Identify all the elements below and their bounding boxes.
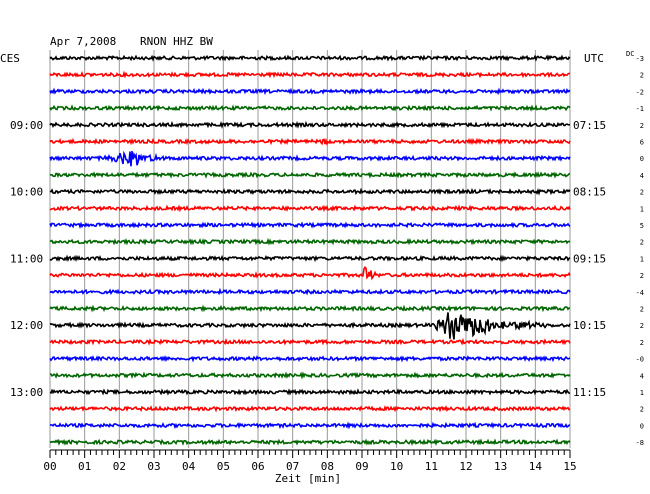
trace-2: [49, 87, 571, 96]
trace-18: [49, 354, 571, 363]
dc-offset-18: -0: [636, 356, 644, 364]
trace-1: [49, 70, 570, 79]
dc-offset-22: 0: [640, 422, 644, 430]
trace-0: [49, 54, 571, 62]
left-hour-label-2: 11:00: [10, 252, 43, 265]
dc-offset-14: -4: [636, 289, 644, 297]
trace-6: [49, 150, 571, 167]
x-axis: 00 01 02 03 04 05 06 07 08 09 10 11 12 13 14 15: [43, 449, 577, 473]
right-hour-label-0: 07:15: [573, 119, 606, 132]
right-hour-labels: 07:15 08:15 09:15 10:15 11:15: [573, 119, 606, 399]
dc-offset-17: 2: [640, 339, 644, 347]
dc-offset-8: 2: [640, 189, 644, 197]
trace-17: [49, 337, 571, 346]
dc-offset-0: -3: [636, 55, 644, 63]
trace-12: [49, 254, 571, 263]
dc-offset-1: 2: [640, 72, 644, 80]
dc-offset-12: 1: [640, 255, 644, 263]
left-hour-label-1: 10:00: [10, 186, 43, 199]
x-tick-label-10: 10: [390, 460, 403, 473]
right-hour-label-4: 11:15: [573, 386, 606, 399]
trace-16: [49, 312, 571, 340]
x-tick-label-02: 02: [113, 460, 126, 473]
trace-9: [49, 204, 571, 213]
dc-offset-16: 2: [640, 322, 644, 330]
dc-offset-21: 2: [640, 406, 644, 414]
trace-22: [49, 421, 571, 430]
trace-13: [49, 265, 571, 281]
dc-offset-20: 1: [640, 389, 644, 397]
x-tick-label-04: 04: [182, 460, 196, 473]
time-grid: [49, 50, 571, 448]
left-hour-label-0: 09:00: [10, 119, 43, 132]
dc-offset-2: -2: [636, 88, 644, 96]
x-tick-label-06: 06: [251, 460, 264, 473]
trace-group: [49, 54, 571, 446]
dc-offset-3: -1: [636, 105, 644, 113]
dc-offset-11: 2: [640, 239, 644, 247]
x-tick-label-07: 07: [286, 460, 299, 473]
trace-23: [49, 438, 571, 446]
x-tick-label-13: 13: [494, 460, 507, 473]
trace-11: [49, 237, 571, 246]
x-tick-label-12: 12: [459, 460, 472, 473]
left-timezone-label: CES: [0, 52, 20, 65]
dc-offset-13: 2: [640, 272, 644, 280]
trace-20: [49, 388, 571, 396]
dc-offset-5: 6: [640, 139, 644, 147]
x-tick-label-14: 14: [529, 460, 543, 473]
x-tick-label-05: 05: [217, 460, 230, 473]
right-hour-label-3: 10:15: [573, 319, 606, 332]
trace-8: [49, 187, 571, 196]
x-axis-label: Zeit [min]: [275, 472, 341, 485]
dc-offset-23: -8: [636, 439, 644, 447]
x-tick-label-15: 15: [563, 460, 576, 473]
trace-21: [49, 405, 571, 413]
dc-offset-9: 1: [640, 205, 644, 213]
date-label: Apr 7,2008: [50, 35, 116, 48]
right-timezone-label: UTC: [584, 52, 604, 65]
dc-label: DC: [626, 50, 634, 58]
left-hour-label-3: 12:00: [10, 319, 43, 332]
trace-10: [49, 221, 571, 229]
trace-4: [49, 120, 571, 129]
trace-7: [49, 171, 571, 179]
dc-offset-15: 2: [640, 306, 644, 314]
x-tick-label-03: 03: [147, 460, 160, 473]
dc-offset-values: -3 2 -2 -1 2 6 0 4 2 1 5 2 1 2 -4 2 2 2 -0 4 1 2 0 -8: [636, 55, 644, 447]
left-hour-labels: 09:00 10:00 11:00 12:00 13:00: [10, 119, 43, 399]
x-tick-label-00: 00: [43, 460, 56, 473]
trace-3: [49, 104, 571, 112]
dc-offset-10: 5: [640, 222, 644, 230]
dc-offset-7: 4: [640, 172, 644, 180]
right-hour-label-1: 08:15: [573, 186, 606, 199]
x-tick-label-01: 01: [78, 460, 91, 473]
left-hour-label-4: 13:00: [10, 386, 43, 399]
x-tick-label-08: 08: [321, 460, 334, 473]
x-tick-label-11: 11: [425, 460, 438, 473]
x-tick-label-09: 09: [355, 460, 368, 473]
trace-19: [49, 371, 571, 380]
trace-14: [49, 287, 571, 296]
dc-offset-4: 2: [640, 122, 644, 130]
dc-offset-19: 4: [640, 372, 644, 380]
trace-5: [49, 137, 571, 146]
dc-offset-6: 0: [640, 155, 644, 163]
station-label: RNON HHZ BW: [140, 35, 213, 48]
right-hour-label-2: 09:15: [573, 252, 606, 265]
trace-15: [49, 304, 570, 313]
